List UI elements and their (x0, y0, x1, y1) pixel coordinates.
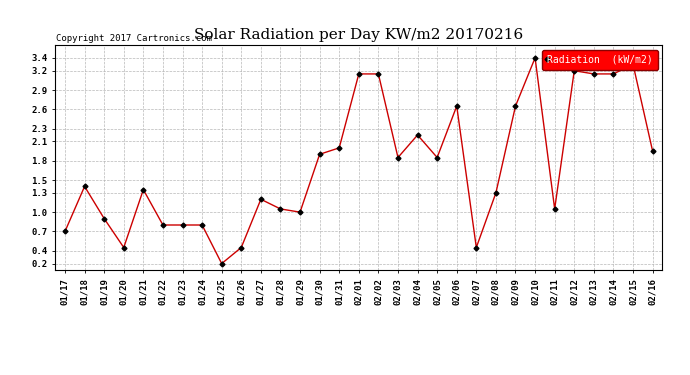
Text: Copyright 2017 Cartronics.com: Copyright 2017 Cartronics.com (57, 34, 213, 43)
Legend: Radiation  (kW/m2): Radiation (kW/m2) (542, 50, 658, 70)
Title: Solar Radiation per Day KW/m2 20170216: Solar Radiation per Day KW/m2 20170216 (194, 28, 524, 42)
